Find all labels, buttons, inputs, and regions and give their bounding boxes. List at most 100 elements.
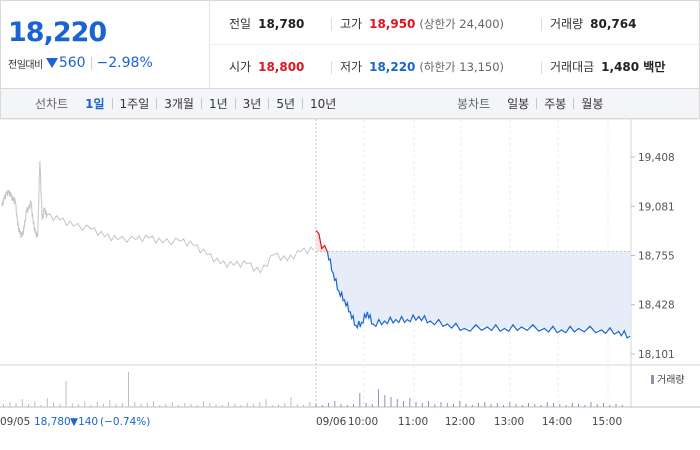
volume-bar	[515, 404, 517, 407]
volume-bar	[565, 405, 567, 407]
low-value: 18,220	[369, 59, 416, 74]
volume-bar	[21, 399, 23, 407]
volume-bar	[478, 403, 479, 407]
x-tick-label: 14:00	[542, 416, 572, 428]
divider	[541, 18, 542, 31]
line-layer	[1, 161, 631, 339]
volume-cell: 거래량 80,764	[550, 2, 636, 45]
candle-chart-title: 봉차트	[457, 97, 491, 111]
volume-bar	[346, 405, 348, 407]
divider	[573, 98, 575, 109]
volume-bar	[309, 402, 311, 407]
volume-bar	[278, 404, 279, 407]
volume-bar	[303, 405, 304, 407]
volume-bar	[596, 404, 598, 407]
line-chart-tabs: 선차트 1일 1주일 3개월 1년 3년 5년 10년	[35, 89, 343, 118]
tab-3year[interactable]: 3년	[242, 97, 262, 111]
label-layer: 19,408 19,081 18,755 18,428 18,101 거래량 09/06 10…	[0, 152, 685, 428]
volume-bar	[440, 402, 442, 407]
volume-bar	[203, 401, 204, 407]
volume-bar	[553, 403, 554, 407]
divider	[156, 98, 158, 109]
high-value: 18,950	[369, 16, 416, 31]
volume-bar	[521, 405, 523, 407]
volume-bar	[121, 403, 123, 407]
volume-bar	[196, 405, 198, 407]
volume-bar	[359, 393, 361, 407]
today-line-up	[315, 230, 328, 252]
volume-bar	[603, 403, 604, 407]
prev-close-label: 전일	[229, 17, 252, 31]
x-tick-label: 13:00	[494, 416, 524, 428]
open-cell: 시가 18,800	[229, 45, 304, 88]
volume-bar	[15, 403, 17, 407]
volume-bar	[71, 403, 73, 407]
tab-1week[interactable]: 1주일	[119, 97, 150, 111]
volume-bar	[240, 405, 242, 407]
volume-bar	[96, 402, 98, 407]
volume-bar	[453, 404, 454, 407]
volume-bar	[390, 397, 392, 407]
volume-bar	[265, 399, 267, 407]
volume-bar	[134, 402, 136, 407]
volume-label: 거래량	[550, 17, 584, 31]
y-tick-label: 18,755	[638, 250, 675, 262]
volume-bar	[228, 402, 229, 407]
x-tick-label: 09/06	[316, 416, 347, 428]
upper-limit: (상한가 24,400)	[419, 16, 505, 31]
prev-close-cell: 전일 18,780	[229, 2, 304, 45]
volume-bar	[253, 404, 254, 407]
divider	[536, 98, 538, 109]
volume-bar	[396, 399, 398, 407]
high-cell: 고가 18,950 (상한가 24,400)	[340, 2, 504, 45]
divider	[331, 18, 332, 31]
volume-bar	[528, 403, 529, 407]
change-label: 전일대비	[8, 59, 43, 71]
volume-bar	[434, 404, 436, 407]
volume-bar	[28, 404, 29, 407]
today-line-down	[326, 251, 631, 339]
tab-daily-candle[interactable]: 일봉	[507, 97, 530, 111]
volume-bar	[90, 405, 92, 407]
volume-bar	[296, 404, 298, 407]
volume-bar	[459, 401, 461, 407]
down-arrow-icon	[45, 58, 58, 68]
volume-bar	[140, 404, 142, 407]
below-reference-fill	[327, 251, 630, 337]
volume-bar	[421, 403, 423, 407]
tab-weekly-candle[interactable]: 주봉	[544, 97, 567, 111]
divider	[90, 56, 92, 70]
low-cell: 저가 18,220 (하한가 13,150)	[340, 45, 504, 88]
tab-1day[interactable]: 1일	[85, 97, 105, 111]
volume-bar	[534, 404, 536, 407]
tab-3month[interactable]: 3개월	[164, 97, 194, 111]
volume-bar	[621, 405, 623, 407]
line-chart-title: 선차트	[35, 97, 69, 111]
volume-bar	[471, 405, 473, 407]
volume-bar	[146, 403, 148, 407]
volume-bar	[584, 405, 586, 407]
amount-label: 거래대금	[550, 60, 595, 74]
volume-bar	[59, 404, 61, 407]
volume-bar	[315, 404, 317, 407]
volume-bar	[590, 402, 592, 407]
volume-bar	[259, 402, 261, 407]
divider	[541, 61, 542, 74]
tab-5year[interactable]: 5년	[276, 97, 296, 111]
tab-1year[interactable]: 1년	[208, 97, 228, 111]
volume-bar	[115, 404, 117, 407]
open-value: 18,800	[258, 59, 305, 74]
divider	[302, 98, 304, 109]
tab-monthly-candle[interactable]: 월봉	[581, 97, 604, 111]
high-label: 고가	[340, 17, 363, 31]
price-chart[interactable]: 19,408 19,081 18,755 18,428 18,101 거래량 09/06 10…	[0, 119, 700, 450]
volume-bar	[234, 404, 236, 407]
volume-bar	[78, 404, 79, 407]
volume-bar	[3, 404, 4, 407]
volume-bar	[184, 403, 186, 407]
tab-10year[interactable]: 10년	[310, 97, 337, 111]
volume-bar	[103, 404, 104, 407]
volume-bar	[490, 404, 492, 407]
prev-day-change: ▼140	[70, 416, 98, 428]
volume-bar	[540, 405, 542, 407]
